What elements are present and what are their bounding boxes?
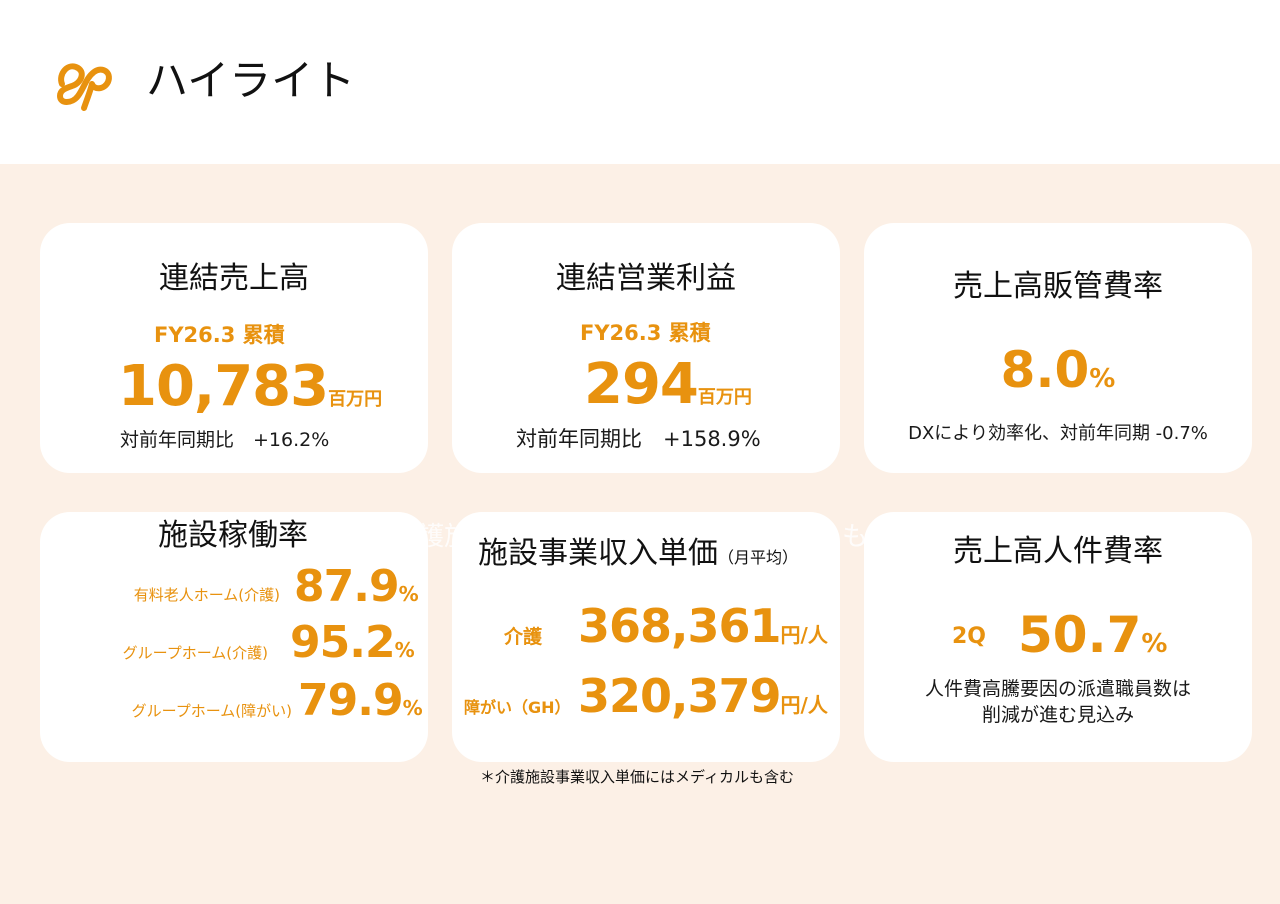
note-line: 削減が進む見込み <box>981 704 1134 726</box>
period-label: FY26.3 累積 <box>580 321 711 345</box>
card-consolidated-sales: 連結売上高 FY26.3 累積 10,783百万円 対前年同期比 +16.2% <box>40 223 428 473</box>
value-unit: 百万円 <box>328 389 383 410</box>
footnote: ＊介護施設事業収入単価にはメディカルも含む <box>480 768 794 786</box>
personnel-ratio-value: 50.7% <box>1018 606 1167 673</box>
value-unit: % <box>394 638 415 662</box>
company-logo-icon <box>57 63 112 111</box>
page-title: ハイライト <box>146 56 356 105</box>
card-operating-profit: 連結営業利益 FY26.3 累積 294百万円 対前年同期比 +158.9% <box>452 223 840 473</box>
value-number: 10,783 <box>118 354 329 419</box>
card-occupancy-rate: 施設稼働率 有料老人ホーム(介護) 87.9% グループホーム(介護) 95.2… <box>40 512 428 762</box>
card-sga-ratio: 売上高販管費率 8.0% DXにより効率化、対前年同期 -0.7% <box>864 223 1252 473</box>
watermark-text: も <box>842 522 869 552</box>
yoy-text: 対前年同期比 +158.9% <box>516 427 761 451</box>
price-value: 320,379円/人 <box>578 670 828 731</box>
value-number: 8.0 <box>1000 341 1090 399</box>
occupancy-label: グループホーム(介護) <box>122 644 268 662</box>
value-number: 87.9 <box>294 561 400 612</box>
card-title: 施設事業収入単価（月平均） <box>478 536 798 576</box>
occupancy-label: グループホーム(障がい) <box>131 702 292 720</box>
title-text: 施設事業収入単価 <box>478 536 718 571</box>
value-number: 368,361 <box>578 599 782 653</box>
value-number: 79.9 <box>298 675 404 726</box>
header: ハイライト <box>0 0 1280 164</box>
card-title: 売上高人件費率 <box>953 534 1163 569</box>
card-title: 連結営業利益 <box>556 261 736 296</box>
card-title: 連結売上高 <box>159 261 309 296</box>
value-number: 294 <box>584 352 699 417</box>
card-personnel-cost-ratio: 売上高人件費率 2Q 50.7% 人件費高騰要因の派遣職員数は 削減が進む見込み <box>864 512 1252 762</box>
price-label: 障がい（GH） <box>464 698 571 717</box>
period-label: FY26.3 累積 <box>154 323 285 347</box>
op-profit-value: 294百万円 <box>584 353 752 430</box>
occupancy-label: 有料老人ホーム(介護) <box>133 586 280 604</box>
occupancy-value: 95.2% <box>290 618 415 675</box>
value-number: 50.7 <box>1018 606 1142 664</box>
value-unit: 円/人 <box>780 623 828 647</box>
price-value: 368,361円/人 <box>578 600 828 661</box>
sales-value: 10,783百万円 <box>118 355 382 432</box>
occupancy-value: 87.9% <box>294 562 419 619</box>
note-line: 人件費高騰要因の派遣職員数は <box>924 678 1191 700</box>
value-unit: % <box>1089 364 1116 394</box>
card-title: 施設稼働率 <box>158 518 308 553</box>
title-subtext: （月平均） <box>718 548 799 567</box>
sga-ratio-value: 8.0% <box>864 341 1252 408</box>
value-unit: % <box>398 582 419 606</box>
occupancy-value: 79.9% <box>298 676 423 733</box>
period-label: 2Q <box>952 624 987 649</box>
card-title: 売上高販管費率 <box>953 269 1163 304</box>
value-unit: 百万円 <box>697 387 752 408</box>
value-number: 320,379 <box>578 669 782 723</box>
value-number: 95.2 <box>290 617 396 668</box>
value-unit: 円/人 <box>780 693 828 717</box>
yoy-text: 対前年同期比 +16.2% <box>120 429 330 451</box>
card-facility-revenue-per-user: 施設事業収入単価（月平均） 介護 368,361円/人 障がい（GH） 320,… <box>452 512 840 762</box>
value-unit: % <box>1141 629 1168 659</box>
value-unit: % <box>402 696 423 720</box>
note-text: 人件費高騰要因の派遣職員数は 削減が進む見込み <box>864 676 1252 728</box>
price-label: 介護 <box>504 626 543 648</box>
note-text: DXにより効率化、対前年同期 -0.7% <box>908 423 1208 444</box>
